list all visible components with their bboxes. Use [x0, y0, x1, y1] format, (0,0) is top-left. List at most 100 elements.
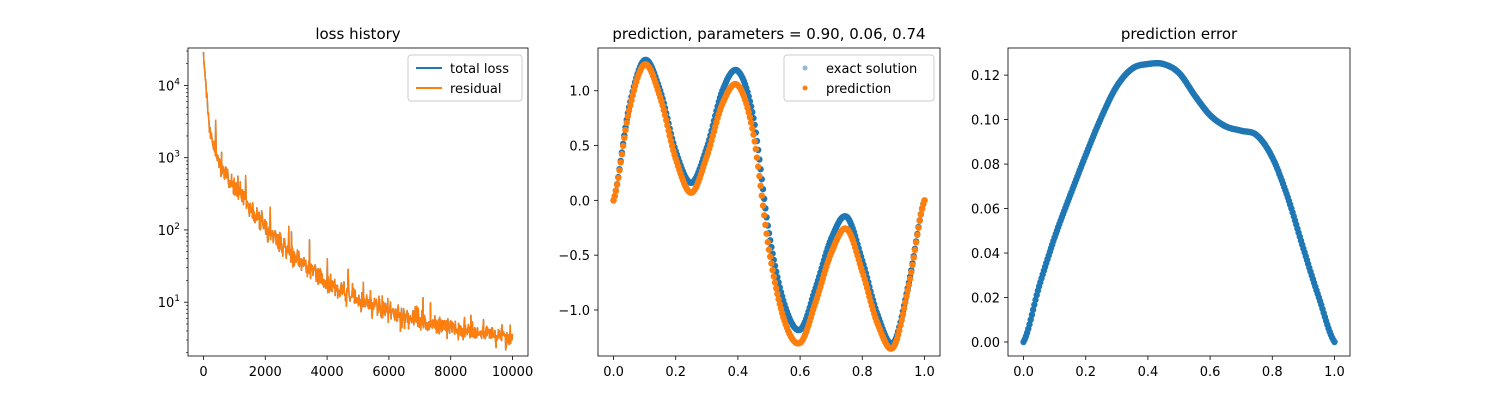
data-point [770, 273, 777, 280]
data-point [774, 290, 781, 298]
data-point [1031, 301, 1038, 308]
y-tick-base: 10 [158, 152, 175, 167]
y-tick-label: 101 [158, 294, 180, 311]
data-point [624, 113, 632, 120]
data-point [616, 167, 623, 174]
y-tick-label: 0.08 [971, 158, 1000, 173]
data-point [612, 187, 620, 195]
axes-frame [187, 47, 529, 357]
x-tick-label: 0.4 [728, 365, 749, 380]
y-tick-exponent: 3 [174, 150, 180, 160]
data-point [921, 197, 928, 204]
data-point [767, 253, 774, 260]
plot-area [1020, 60, 1338, 346]
data-point [746, 114, 754, 121]
data-point [764, 238, 771, 246]
data-point [751, 138, 758, 145]
data-point [619, 142, 627, 150]
data-point [1331, 338, 1338, 346]
legend-label: prediction [826, 82, 891, 97]
data-point [622, 126, 629, 134]
data-point [897, 322, 904, 329]
y-tick-exponent: 1 [174, 294, 180, 304]
data-point [915, 224, 922, 231]
y-tick-exponent: 4 [174, 77, 180, 87]
data-point [914, 231, 921, 239]
data-point [747, 119, 755, 126]
data-point [912, 239, 920, 246]
data-point [749, 125, 756, 132]
x-tick-label: 0.6 [1200, 365, 1221, 380]
data-point [904, 287, 911, 294]
data-point [906, 275, 914, 282]
chart-title: prediction error [1121, 25, 1238, 43]
data-point [896, 327, 903, 334]
y-tick-label: 0.06 [971, 203, 1000, 218]
y-tick-label: 0.0 [569, 194, 590, 209]
series-prediction-points [610, 61, 928, 352]
x-tick-label: 0.0 [603, 365, 624, 380]
y-tick-label: 0.02 [971, 292, 1000, 307]
data-point [613, 181, 621, 189]
data-point [916, 217, 923, 224]
data-point [664, 122, 671, 129]
axes-frame [597, 47, 941, 357]
y-tick-label: 103 [158, 150, 180, 167]
y-tick-label: 0.00 [971, 336, 1000, 351]
y-tick-label: 1.0 [569, 85, 590, 100]
data-point [769, 266, 776, 274]
data-point [775, 295, 782, 303]
data-point [753, 154, 761, 161]
data-point [909, 261, 916, 269]
y-tick-label: 0.10 [971, 114, 1000, 129]
data-point [773, 285, 780, 292]
data-point [615, 174, 622, 182]
data-point [910, 254, 917, 261]
data-point [660, 106, 667, 114]
data-point [917, 211, 925, 218]
data-point [768, 260, 775, 267]
legend-swatch-marker [802, 85, 808, 91]
series-error-points [1020, 60, 1338, 346]
x-tick-label: 0.4 [1138, 365, 1159, 380]
data-point [745, 109, 752, 116]
legend: exact solution prediction [783, 54, 935, 102]
x-tick-label: 4000 [311, 365, 344, 380]
data-point [1027, 316, 1034, 323]
data-point [628, 97, 635, 104]
x-tick-label: 0.2 [1075, 365, 1096, 380]
data-point [617, 159, 624, 166]
plot-area [610, 56, 928, 352]
chart-title: loss history [315, 25, 400, 43]
y-tick-base: 10 [158, 296, 175, 311]
data-point [900, 305, 908, 312]
x-tick-label: 0.8 [1262, 365, 1283, 380]
data-point [758, 192, 765, 199]
subplot-2: prediction, parameters = 0.90, 0.06, 0.7… [558, 25, 941, 380]
y-tick-label: 102 [158, 222, 180, 239]
x-tick-label: 0 [199, 365, 207, 380]
data-point [750, 131, 757, 138]
data-point [663, 116, 670, 124]
data-point [755, 163, 762, 170]
data-point [771, 279, 779, 286]
data-point [911, 246, 919, 254]
data-point [756, 172, 763, 180]
data-point [625, 107, 633, 114]
data-point [898, 316, 905, 324]
data-point [666, 132, 673, 139]
y-tick-label: −0.5 [558, 249, 590, 264]
x-tick-label: 10000 [492, 365, 533, 380]
chart-title: prediction, parameters = 0.90, 0.06, 0.7… [612, 25, 925, 43]
data-point [667, 137, 675, 145]
y-tick-label: 0.04 [971, 247, 1000, 262]
data-point [903, 293, 910, 300]
legend: total loss residual [407, 54, 523, 102]
data-point [902, 299, 909, 306]
legend-box [407, 54, 523, 102]
legend-swatch-marker [802, 65, 808, 71]
y-tick-base: 10 [158, 224, 175, 239]
y-tick-label: −1.0 [558, 304, 590, 319]
